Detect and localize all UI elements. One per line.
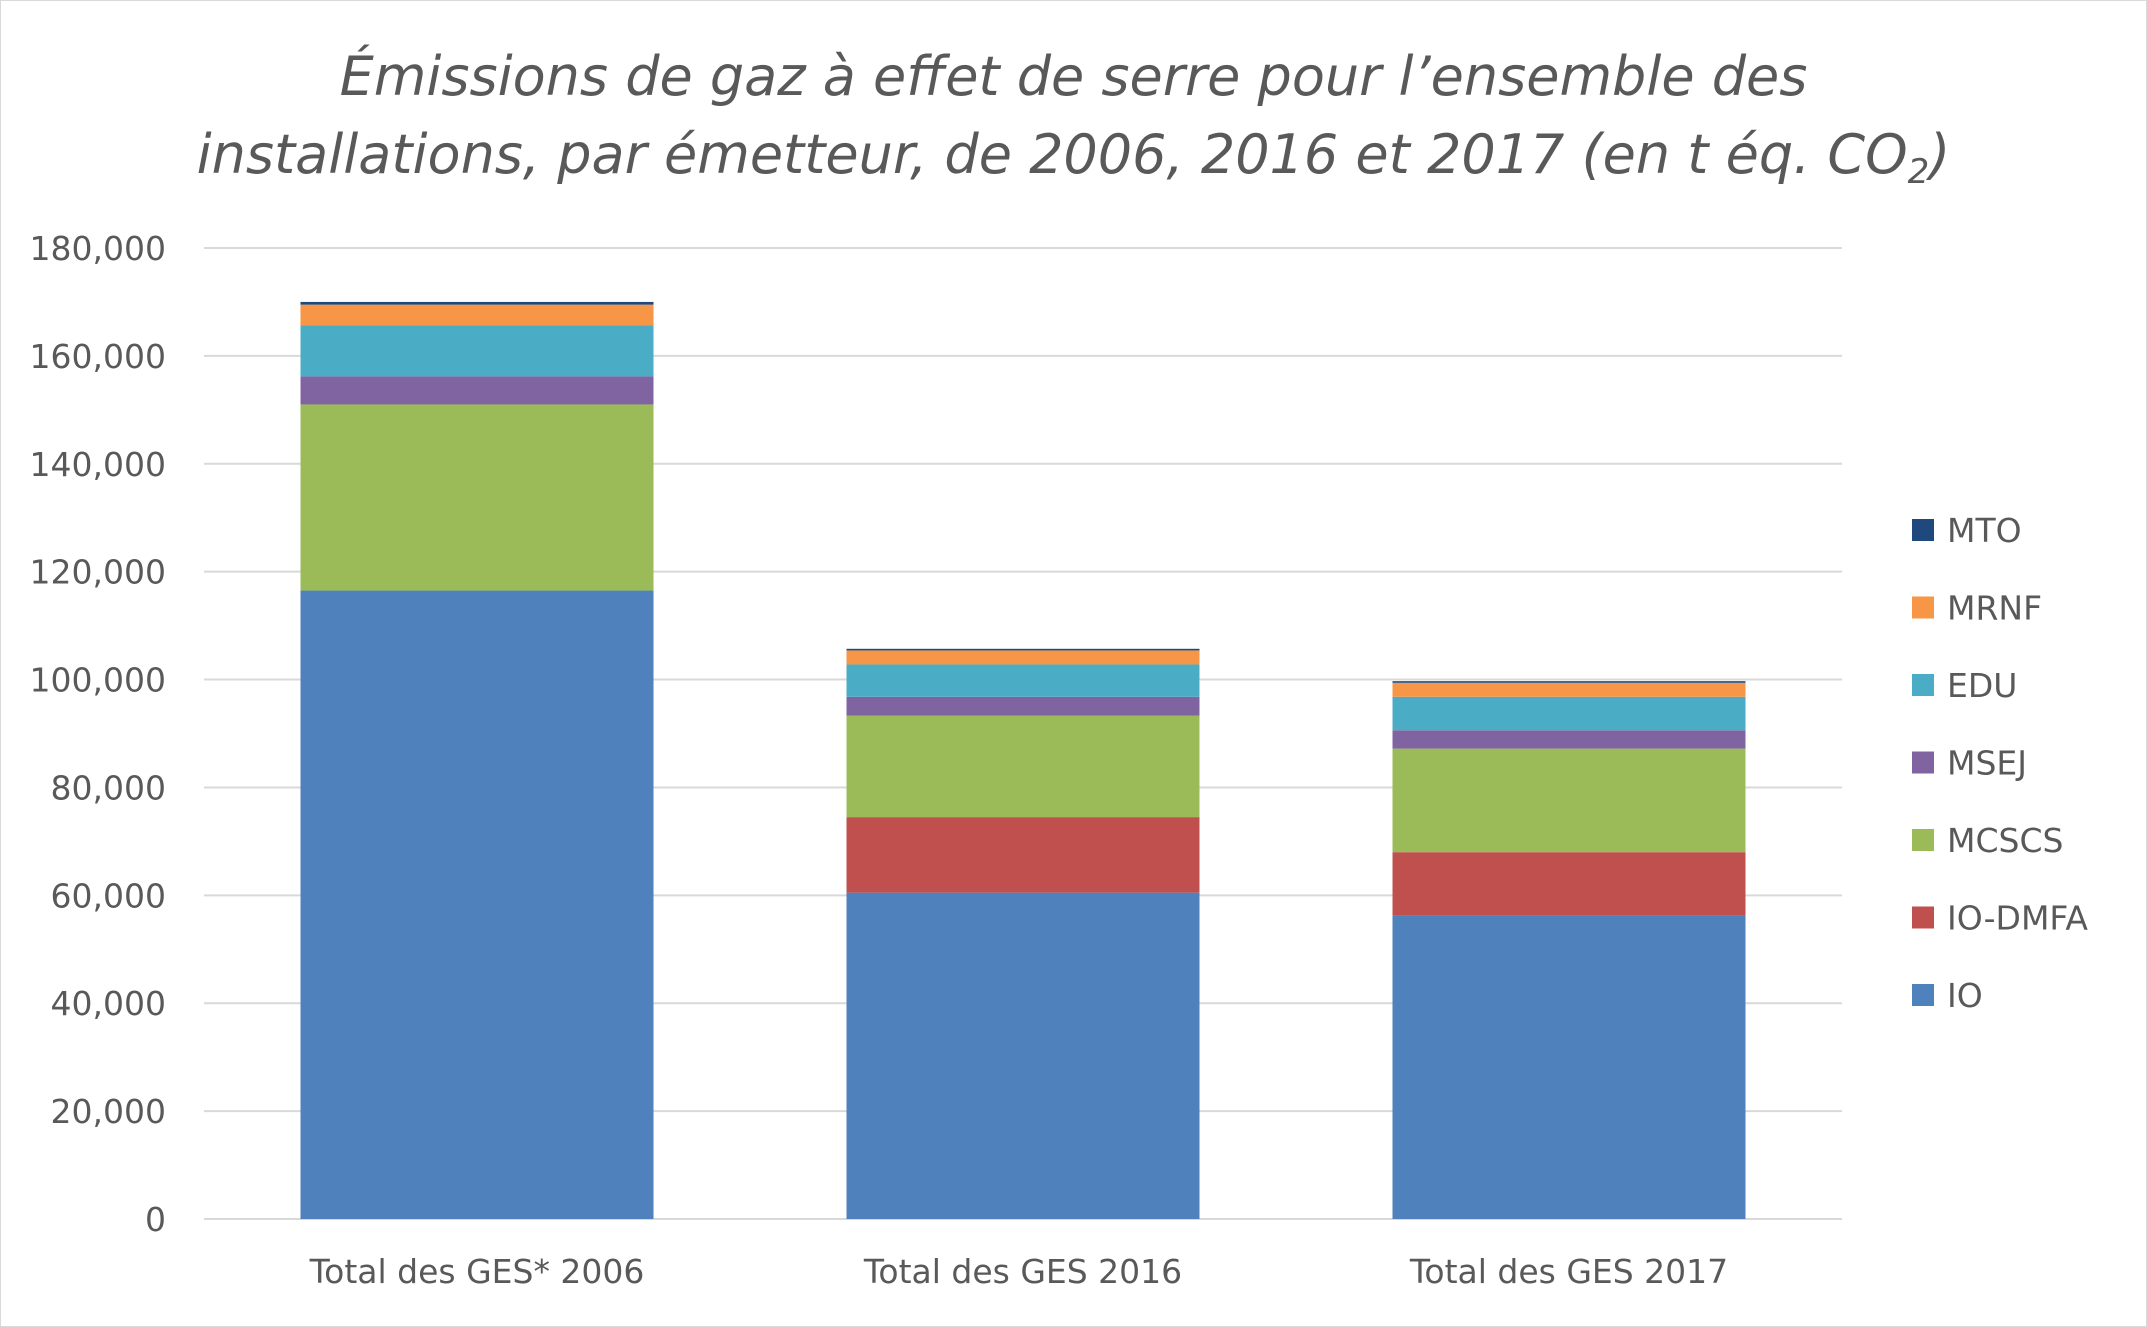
bar-segment-io bbox=[1392, 915, 1746, 1219]
chart-title-line-2-end: ) bbox=[1929, 123, 1951, 186]
bar-segment-mcscs bbox=[300, 404, 654, 591]
bars bbox=[300, 301, 1746, 1219]
bar-segment-mrnf bbox=[846, 650, 1200, 665]
y-tick-label: 80,000 bbox=[51, 768, 166, 807]
legend-label: EDU bbox=[1947, 666, 2017, 705]
bar-segment-mto bbox=[300, 301, 654, 305]
chart-title-line-2-main: installations, par émetteur, de 2006, 20… bbox=[196, 123, 1908, 186]
bar-segment-edu bbox=[1392, 696, 1746, 731]
y-tick-label: 100,000 bbox=[30, 661, 166, 700]
y-tick-label: 120,000 bbox=[30, 553, 166, 592]
y-tick-label: 60,000 bbox=[51, 876, 166, 915]
y-tick-label: 180,000 bbox=[30, 229, 166, 268]
legend-swatch bbox=[1912, 984, 1934, 1006]
bar-segment-mto bbox=[846, 648, 1200, 651]
bar-segment-io bbox=[300, 590, 654, 1219]
y-tick-label: 0 bbox=[145, 1200, 166, 1239]
y-tick-label: 40,000 bbox=[51, 984, 166, 1023]
legend-label: MCSCS bbox=[1947, 821, 2063, 860]
legend-swatch bbox=[1912, 674, 1934, 696]
chart-title-subscript: 2 bbox=[1907, 152, 1930, 192]
bar-segment-io-dmfa bbox=[1392, 852, 1746, 916]
bar-segment-mcscs bbox=[1392, 748, 1746, 853]
chart-title-line-1: Émissions de gaz à effet de serre pour l… bbox=[339, 45, 1808, 108]
bar-segment-mrnf bbox=[300, 304, 654, 326]
bar-segment-edu bbox=[300, 325, 654, 377]
y-tick-label: 140,000 bbox=[30, 445, 166, 484]
x-tick-label: Total des GES* 2006 bbox=[309, 1252, 645, 1291]
x-tick-label: Total des GES 2017 bbox=[1409, 1252, 1728, 1291]
bar-segment-msej bbox=[846, 696, 1200, 716]
x-tick-label: Total des GES 2016 bbox=[863, 1252, 1182, 1291]
legend-label: MRNF bbox=[1947, 589, 2042, 628]
x-axis-tick-labels: Total des GES* 2006 Total des GES 2016 Tot… bbox=[309, 1252, 1729, 1291]
y-tick-label: 20,000 bbox=[51, 1092, 166, 1131]
bar-segment-msej bbox=[1392, 730, 1746, 749]
y-axis-tick-labels: 0 20,000 40,000 60,000 80,000 100,000 120,000 1… bbox=[30, 229, 166, 1239]
chart-title: Émissions de gaz à effet de serre pour l… bbox=[0, 38, 2147, 194]
legend-label: IO bbox=[1947, 976, 1983, 1015]
bar-segment-edu bbox=[846, 664, 1200, 697]
bar-segment-mrnf bbox=[1392, 682, 1746, 697]
legend-swatch bbox=[1912, 596, 1934, 619]
bar-segment-mcscs bbox=[846, 715, 1200, 818]
legend: MTO MRNF EDU MSEJ MCSCS IO-DMFA IO bbox=[1912, 511, 2088, 1015]
legend-label: IO-DMFA bbox=[1947, 899, 2088, 938]
legend-label: MSEJ bbox=[1947, 744, 2027, 783]
bar-segment-io bbox=[846, 892, 1200, 1219]
bar-segment-mto bbox=[1392, 681, 1746, 683]
legend-swatch bbox=[1912, 519, 1934, 541]
y-tick-label: 160,000 bbox=[30, 337, 166, 376]
legend-swatch bbox=[1912, 751, 1934, 774]
chart-title-line-2: installations, par émetteur, de 2006, 20… bbox=[0, 116, 2147, 194]
legend-label: MTO bbox=[1947, 511, 2022, 550]
bar-segment-io-dmfa bbox=[846, 817, 1200, 893]
legend-swatch bbox=[1912, 906, 1934, 929]
legend-swatch bbox=[1912, 829, 1934, 851]
bar-segment-msej bbox=[300, 376, 654, 405]
